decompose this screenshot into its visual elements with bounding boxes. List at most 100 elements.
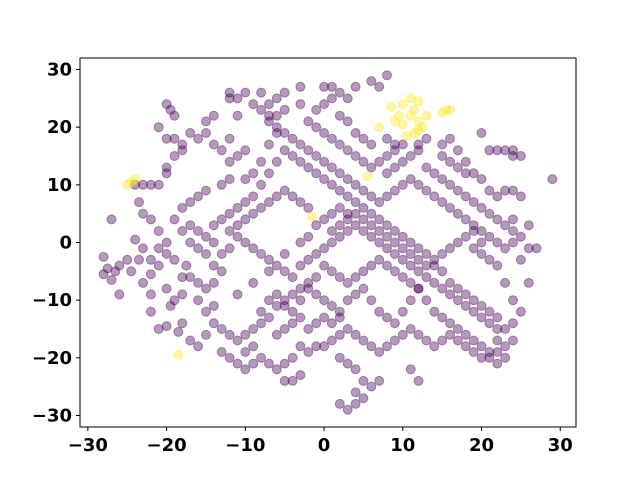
data-point — [287, 272, 298, 283]
data-point — [303, 283, 314, 294]
data-point — [295, 370, 306, 381]
data-point — [240, 214, 251, 225]
x-axis: −30 −20 −10 0 10 20 30 — [68, 427, 573, 456]
data-point — [492, 312, 503, 323]
data-point — [342, 358, 353, 369]
data-point — [500, 277, 511, 288]
data-point — [437, 197, 448, 208]
data-point — [319, 260, 330, 271]
data-point — [476, 341, 487, 352]
data-point — [366, 341, 377, 352]
data-point — [208, 300, 219, 311]
data-point — [161, 237, 172, 248]
data-point — [295, 341, 306, 352]
data-point — [256, 202, 267, 213]
data-point — [389, 139, 400, 150]
data-point — [177, 226, 188, 236]
data-point — [303, 145, 314, 156]
data-point — [279, 128, 290, 138]
data-point — [413, 125, 424, 136]
data-point — [264, 254, 274, 265]
data-point — [429, 277, 440, 288]
data-point — [295, 237, 306, 248]
data-point — [401, 130, 412, 141]
data-point — [319, 156, 330, 167]
data-point — [382, 260, 392, 271]
data-point — [492, 191, 503, 202]
data-point — [287, 352, 298, 363]
data-point — [311, 122, 322, 133]
data-point — [102, 263, 113, 274]
data-point — [193, 341, 204, 352]
data-point — [303, 116, 314, 127]
data-point — [515, 306, 526, 317]
data-point — [334, 185, 345, 196]
data-point — [342, 191, 353, 202]
data-point — [326, 133, 337, 144]
y-tick-label: −10 — [32, 290, 72, 311]
data-point — [177, 318, 188, 329]
data-point — [240, 237, 251, 248]
data-point — [531, 243, 542, 254]
data-point — [181, 260, 192, 271]
data-point — [153, 179, 164, 190]
data-point — [287, 306, 298, 317]
data-point — [319, 214, 330, 225]
data-point — [405, 324, 416, 334]
data-point — [484, 208, 495, 219]
data-point — [476, 300, 487, 311]
data-point — [445, 318, 455, 329]
data-point — [134, 197, 144, 208]
data-point — [169, 295, 180, 306]
data-point — [413, 179, 424, 190]
data-point — [185, 272, 196, 283]
data-point — [421, 110, 432, 121]
data-point — [264, 116, 274, 127]
data-point — [326, 226, 337, 236]
data-point — [279, 104, 290, 115]
data-point — [240, 145, 251, 156]
data-point — [295, 295, 306, 306]
data-point — [208, 318, 219, 329]
data-point — [311, 341, 322, 352]
data-point — [389, 335, 400, 346]
data-point — [445, 202, 455, 213]
x-tick-label: −20 — [147, 435, 187, 456]
data-point — [421, 249, 432, 259]
data-point — [256, 306, 267, 317]
data-point — [366, 231, 377, 242]
data-point — [165, 104, 176, 115]
data-point — [397, 99, 408, 110]
data-point — [319, 312, 330, 323]
data-point — [153, 122, 164, 133]
data-point — [468, 168, 479, 179]
data-point — [374, 237, 385, 248]
data-point — [421, 260, 432, 271]
data-point — [114, 260, 125, 271]
data-point — [224, 208, 235, 219]
data-point — [264, 99, 274, 110]
data-point — [523, 243, 534, 254]
data-point — [476, 202, 487, 213]
data-point — [429, 260, 440, 271]
data-point — [334, 329, 345, 340]
data-point — [134, 254, 144, 265]
data-point — [508, 145, 518, 156]
data-point — [208, 220, 219, 231]
data-point — [145, 306, 156, 317]
data-point — [342, 226, 353, 236]
data-point — [287, 133, 298, 144]
data-point — [232, 358, 243, 369]
data-point — [492, 324, 503, 334]
data-point — [452, 324, 463, 334]
data-point — [110, 266, 121, 277]
x-tick-label: 10 — [390, 435, 415, 456]
data-point — [460, 214, 471, 225]
data-point — [326, 179, 337, 190]
data-point — [248, 191, 259, 202]
data-point — [382, 341, 392, 352]
data-point — [452, 208, 463, 219]
data-point — [201, 329, 211, 340]
data-point — [366, 260, 377, 271]
